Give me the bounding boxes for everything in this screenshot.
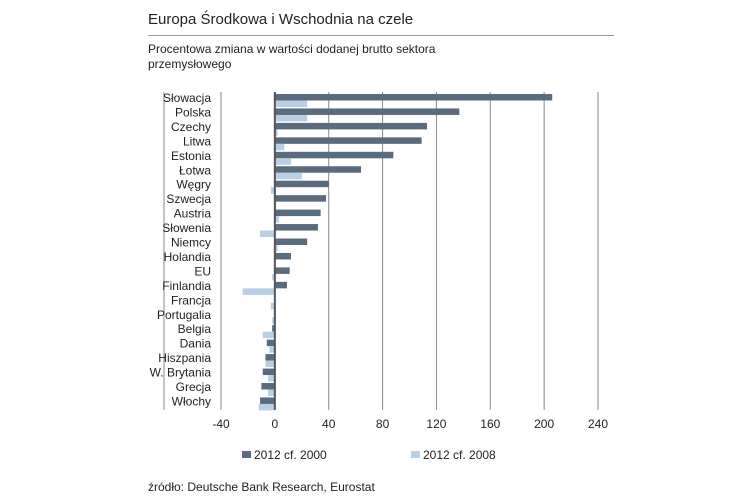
bar-2008 [262,331,275,339]
category-label: Grecja [176,380,212,394]
bar-2008 [274,172,302,180]
x-tick-label: 40 [322,417,336,431]
x-tick-label: 240 [588,417,608,431]
bar-2008 [274,114,308,122]
bar-2008 [260,230,275,238]
bar-2000 [274,137,422,144]
x-tick-label: -40 [212,417,230,431]
bar-2000 [274,151,394,159]
category-label: Litwa [183,134,211,148]
bar-2008 [272,317,275,324]
bar-2000 [274,180,329,188]
bar-2000 [265,354,275,361]
category-label: Belgia [178,322,212,336]
bar-2000 [274,281,287,289]
bar-2000 [274,94,553,101]
bar-2008 [274,100,308,107]
category-label: Niemcy [171,236,211,250]
x-tick-label: 160 [480,417,500,431]
bar-2008 [272,273,275,281]
bar-2008 [268,375,275,382]
x-tick-label: 80 [376,417,390,431]
bar-2008 [274,158,292,165]
legend-label: 2012 cf. 2008 [423,448,496,462]
bar-2000 [261,383,275,390]
legend-swatch [411,451,420,458]
source-note: źródło: Deutsche Bank Research, Eurostat [148,480,375,494]
category-label: Łotwa [179,163,211,177]
category-label: Francja [171,293,211,307]
bar-2000 [274,122,428,130]
bar-2000 [274,195,327,202]
bar-2000 [274,108,460,115]
category-label: Dania [180,337,212,351]
bar-2000 [260,397,275,404]
legend-label: 2012 cf. 2000 [254,448,327,462]
bar-2008 [242,288,275,295]
chart-title: Europa Środkowa i Wschodnia na czele [148,11,414,28]
x-tick-label: 200 [534,417,554,431]
bar-2008 [269,346,275,353]
bar-2000 [274,252,292,260]
category-label: Austria [174,207,212,221]
bar-2000 [272,325,275,332]
x-tick-label: 120 [426,417,446,431]
category-label: EU [194,264,211,278]
bar-2000 [274,224,318,231]
bar-2008 [268,389,275,396]
category-label: Słowacja [163,91,211,105]
bar-2000 [274,267,290,274]
bar-2008 [270,302,275,310]
bar-2000 [274,209,321,217]
category-label: Hiszpania [158,351,211,365]
chart-subtitle: Procentowa zmiana w wartości dodanej bru… [148,42,436,71]
category-label: Portugalia [157,308,211,322]
category-label: Czechy [171,120,211,134]
bar-2008 [274,129,278,136]
category-label: Finlandia [162,279,211,293]
category-label: Holandia [164,250,212,264]
bar-2000 [266,339,275,347]
category-label: Polska [175,105,211,119]
x-tick-label: 0 [272,417,279,431]
category-label: Włochy [172,394,211,408]
bar-2000 [274,166,362,173]
bar-2000 [262,368,275,376]
bar-2000 [274,238,308,245]
category-label: W. Brytania [150,366,212,380]
legend-swatch [242,451,251,458]
bar-2008 [274,216,279,223]
bar-2008 [265,360,275,368]
category-label: Szwecja [166,192,211,206]
bar-2008 [274,245,278,252]
category-label: Estonia [171,149,211,163]
category-label: Węgry [176,178,211,192]
category-label: Słowenia [162,221,211,235]
bar-2008 [274,143,285,151]
bar-2008 [270,187,275,194]
bar-2008 [258,403,275,411]
title-divider [148,35,614,36]
